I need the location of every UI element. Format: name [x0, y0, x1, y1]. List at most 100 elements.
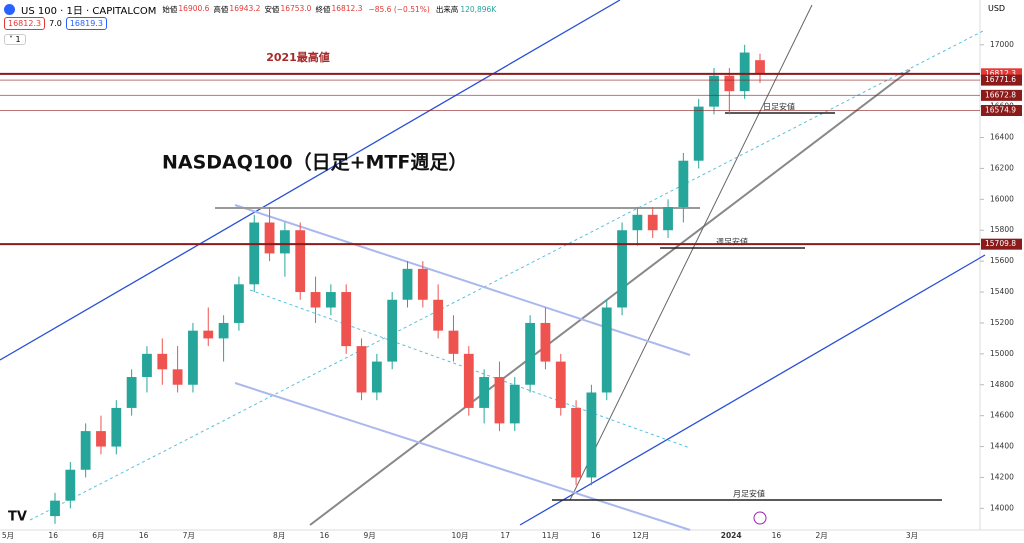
- symbol-icon: [4, 3, 15, 15]
- y-tick-label: 16600: [990, 102, 1014, 111]
- candle-body: [617, 230, 627, 308]
- x-tick-label: 5月: [2, 531, 14, 540]
- ohlc: 始値 16900.6 高値 16943.2 安値 16753.0 終値 16812.3: [162, 4, 362, 15]
- candle-body: [755, 60, 765, 74]
- y-tick-label: 16200: [990, 163, 1014, 172]
- candle-body: [586, 392, 597, 478]
- change: −85.6 (−0.51%): [368, 4, 430, 14]
- y-tick-label: 15000: [990, 349, 1014, 358]
- price-label-bg: [981, 238, 1022, 250]
- y-tick-label: 15600: [990, 256, 1014, 265]
- logo: TV: [8, 510, 27, 525]
- candle-body: [724, 75, 735, 92]
- candle-body: [126, 377, 137, 408]
- annotation: 週足安値: [716, 237, 748, 247]
- candle-body: [172, 369, 183, 385]
- x-tick-label: 6月: [92, 531, 104, 540]
- y-tick-label: 14000: [990, 503, 1014, 512]
- candle-body: [417, 268, 428, 300]
- ohlc-label: 始値: [162, 4, 178, 14]
- buy-price[interactable]: 16819.3: [65, 17, 107, 30]
- candle-body: [632, 214, 643, 231]
- trade-box: 16812.3 7.0 16819.3: [4, 17, 107, 30]
- candle-body: [203, 330, 214, 339]
- price-label: 16771.6: [985, 75, 1016, 84]
- price-label-bg: [981, 74, 1022, 86]
- x-tick-label: 16: [772, 531, 782, 540]
- y-tick-label: 16800: [990, 71, 1014, 80]
- x-tick-label: 17: [500, 531, 510, 540]
- y-tick-label: 15200: [990, 318, 1014, 327]
- candle-body: [402, 268, 413, 300]
- y-tick-label: 15800: [990, 225, 1014, 234]
- annotation: 日足安値: [763, 102, 795, 112]
- interval: 1: [15, 35, 21, 44]
- candle-body: [509, 384, 520, 424]
- candle-body: [279, 230, 290, 254]
- price-label: 15709.8: [985, 239, 1016, 248]
- sell-price[interactable]: 16812.3: [4, 17, 46, 30]
- candle-body: [111, 407, 122, 447]
- spread: 7.0: [49, 19, 62, 28]
- candle-body: [433, 299, 444, 331]
- x-tick-label: 3月: [906, 531, 918, 540]
- candle-body: [371, 361, 382, 393]
- candle-body: [310, 292, 321, 308]
- ohlc-label: 安値: [264, 4, 280, 14]
- candle-body: [249, 222, 260, 285]
- candle-body: [218, 322, 229, 339]
- x-tick-label: 12月: [632, 531, 649, 540]
- x-tick-label: 16: [320, 531, 330, 540]
- x-tick-label: 2月: [815, 531, 827, 540]
- candle-body: [525, 322, 536, 385]
- x-tick-label: 8月: [273, 531, 285, 540]
- x-tick-label: 2024: [721, 531, 742, 540]
- currency[interactable]: USD: [988, 4, 1006, 13]
- candle-body: [356, 346, 367, 393]
- price-label: 16574.9: [985, 105, 1016, 114]
- candle-body: [601, 307, 612, 393]
- candle-body: [264, 222, 275, 254]
- y-tick-label: 15400: [990, 287, 1014, 296]
- volume: 120,896K: [460, 4, 497, 14]
- header: US 100 · 1日 · CAPITALCOM 始値 16900.6 高値 1694…: [4, 2, 497, 17]
- x-tick-label: 16: [48, 531, 58, 540]
- candle-body: [295, 230, 306, 293]
- candle-body: [555, 361, 566, 408]
- price-label: 16812.3: [985, 69, 1016, 78]
- y-tick-label: 14400: [990, 442, 1014, 451]
- candle-body: [325, 292, 336, 308]
- candle-body: [678, 160, 689, 208]
- candle-body: [479, 377, 490, 408]
- candle-body: [709, 75, 719, 107]
- y-tick-label: 14200: [990, 472, 1014, 481]
- price-label-bg: [981, 68, 1022, 80]
- candle-body: [50, 500, 60, 517]
- event-icon[interactable]: [753, 511, 767, 525]
- trend-lines: [0, 0, 986, 531]
- x-tick-label: 7月: [183, 531, 195, 540]
- candle-body: [739, 52, 750, 92]
- candle-body: [663, 207, 673, 231]
- ohlc-label: 終値: [315, 4, 331, 14]
- candle-body: [142, 353, 152, 378]
- candle-body: [341, 292, 352, 347]
- candle-body: [157, 353, 168, 370]
- annotation: 2021最高値: [266, 50, 330, 64]
- interval-button[interactable]: ˅ 1: [4, 34, 26, 45]
- y-tick-label: 17000: [990, 40, 1014, 49]
- x-tick-label: 16: [139, 531, 149, 540]
- price-label-bg: [981, 89, 1022, 101]
- symbol[interactable]: US 100 · 1日 · CAPITALCOM: [21, 5, 157, 17]
- candle-body: [96, 431, 106, 447]
- candle-body: [387, 299, 398, 362]
- candle-body: [234, 284, 244, 323]
- ohlc-label: 高値: [213, 4, 229, 14]
- price-label-bg: [981, 104, 1022, 116]
- candle-body: [80, 431, 91, 470]
- candle-body: [65, 469, 76, 501]
- annotation: 月足安値: [733, 489, 765, 499]
- candle-body: [571, 407, 581, 478]
